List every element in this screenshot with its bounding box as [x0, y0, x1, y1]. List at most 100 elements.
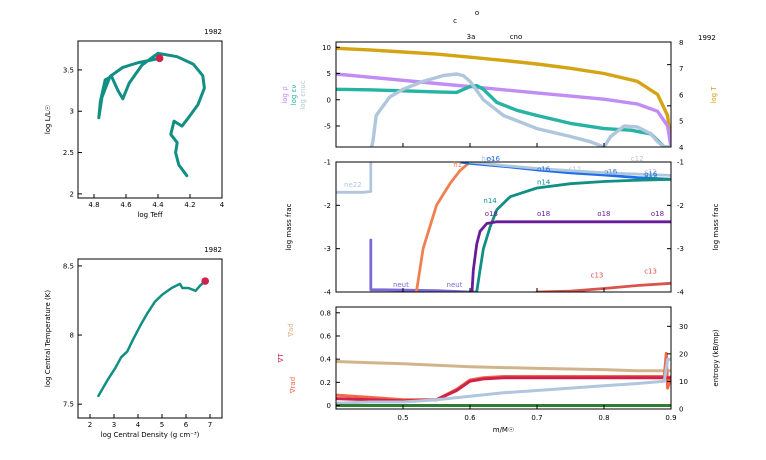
profile-bottom-lines: [336, 351, 671, 407]
profile-top-y2tick-label: 5: [679, 118, 683, 126]
profile-top-series-line: [336, 46, 671, 147]
isotope-label-o16: o16: [537, 166, 551, 174]
hr-ytick-label: 3: [70, 108, 74, 116]
rhot-ytick-label: 7.5: [63, 401, 74, 409]
hr-axes-frame: [77, 40, 223, 199]
hr-ylabel: log L/L☉: [44, 105, 52, 134]
rhot-xtick-label: 5: [160, 421, 164, 429]
profile-middle-ytick-label: -2: [324, 202, 331, 210]
profile-top-axes-frame: [335, 41, 672, 148]
profile-bottom-xtick-label: 0.5: [397, 414, 408, 422]
profile-top-ytick-label: 0: [327, 96, 331, 104]
hr-xtick-label: 4.4: [152, 201, 164, 209]
gradient-line: [336, 357, 671, 405]
abundance-line-n14: [475, 177, 671, 292]
profile-top-series-line: [336, 83, 671, 147]
profile-top-y2tick-label: 8: [679, 39, 683, 47]
rhot-ytick-label: 8.5: [63, 262, 74, 270]
profile-bottom-panel: 0.5 0.6 0.7 0.8 0.900.20.40.60.80102030m/M☉∇…: [277, 306, 720, 434]
isotope-label-neut: neut: [393, 281, 409, 289]
top-label-c: c: [453, 17, 457, 25]
hr-xtick-label: 4.6: [120, 201, 132, 209]
rhot-current-point: [201, 277, 209, 285]
profile-middle-ylabel: log mass frac: [285, 203, 293, 250]
profile-top-lines: [336, 46, 671, 147]
profile-top-ytick-label: 10: [322, 44, 331, 52]
abundance-line-h1: [414, 162, 472, 292]
profile-top-ylabel: log εnuc: [299, 80, 307, 110]
hr-corner-label: 1982: [204, 28, 222, 36]
profile-bottom-xtick-label: 0.8: [598, 414, 609, 422]
rhot-track-line: [97, 279, 207, 398]
rhot-axes-frame: [77, 258, 223, 419]
profile-bottom-xlabel: m/M☉: [493, 426, 515, 434]
profile-bottom-ylabel: ∇rad: [289, 377, 297, 394]
hr-ytick-label: 3.5: [63, 66, 74, 74]
rhot-xlabel: log Central Density (g cm⁻³): [101, 431, 200, 439]
isotope-label-o16: o16: [644, 171, 658, 179]
profile-bottom-ytick-label: 0.6: [320, 332, 332, 340]
rhot-xtick-label: 7: [208, 421, 212, 429]
hr-track-line: [97, 51, 206, 178]
profile-middle-ytick-label: -4: [324, 289, 332, 297]
profile-middle-y2tick-label: -1: [677, 159, 684, 167]
profile-top-y2tick-label: 7: [679, 65, 683, 73]
isotope-label-n14: n14: [537, 179, 551, 187]
isotope-label-he4: he4: [481, 155, 495, 163]
rhot-corner-label: 1982: [204, 246, 222, 254]
isotope-label-c12: c12: [568, 166, 581, 174]
hr-xlabel: log Teff: [137, 211, 162, 219]
profile-bottom-ylabel: ∇ad: [287, 323, 295, 337]
profile-middle-y2tick-label: -3: [677, 245, 684, 253]
rhot-xtick-label: 6: [184, 421, 189, 429]
profile-bottom-y2tick-label: 30: [679, 323, 688, 331]
profile-bottom-ytick-label: 0: [327, 402, 331, 410]
top-label-cno: cno: [510, 33, 523, 41]
profile-top-ylabel: log εν: [290, 85, 298, 106]
isotope-label-c12: c12: [604, 168, 617, 176]
profile-bottom-ytick-label: 0.8: [320, 309, 331, 317]
profile-top-series-line: [336, 72, 671, 147]
profile-middle-y2tick-label: -2: [677, 202, 684, 210]
rhot-xtick-label: 3: [112, 421, 116, 429]
abundance-line-c12: [468, 162, 671, 177]
isotope-label-c13: c13: [591, 271, 604, 279]
profile-bottom-xtick-label: 0.6: [464, 414, 476, 422]
hr-current-point: [155, 54, 164, 63]
rhot-xtick-label: 2: [88, 421, 92, 429]
abundance-line-neut: [369, 238, 479, 292]
hr-diagram-panel: 4.8 4.6 4.4 4.2 4 2 2.5 3 3.5 1982 log Teff log L/L…: [44, 28, 225, 219]
isotope-label-o18: o18: [485, 210, 498, 218]
profile-bottom-y2label: entropy (kB/mp): [712, 329, 720, 387]
profile-bottom-ytick-label: 0.4: [320, 356, 332, 364]
profile-top-y2label: log T: [710, 86, 718, 104]
profile-bottom-ylabel: ∇T: [277, 353, 285, 364]
isotope-label-o18: o18: [537, 210, 550, 218]
profile-middle-lines: [336, 162, 671, 292]
profile-bottom-y2tick-label: 20: [679, 350, 688, 358]
rhot-xtick-label: 4: [136, 421, 141, 429]
isotope-label-n14: n14: [483, 197, 497, 205]
hr-ytick-label: 2: [70, 190, 74, 198]
profile-top-ytick-label: -5: [324, 123, 331, 131]
profile-top-y2tick-label: 4: [679, 144, 684, 152]
isotope-label-o18: o18: [597, 210, 610, 218]
profile-middle-axes-frame: [335, 161, 672, 293]
abundance-line-o18: [470, 220, 671, 292]
top-label-3a: 3a: [467, 33, 476, 41]
isotope-label-c13: c13: [644, 267, 657, 275]
isotope-label-h1: h1: [453, 161, 462, 169]
profile-top-panel: -5 0 5 10 4 5 6 7 8 1992 c o 3a cno log ρ log εν log εnu…: [281, 9, 718, 152]
profile-top-series-line: [369, 72, 671, 147]
abundance-line-ne22: [336, 162, 373, 194]
isotope-label-o16: o16: [604, 168, 618, 176]
hr-xtick-label: 4.8: [88, 201, 99, 209]
isotope-label-c12: c12: [631, 155, 644, 163]
profile-middle-ytick-label: -3: [324, 245, 331, 253]
profile-middle-y2tick-label: -4: [677, 289, 685, 297]
profile-bottom-y2tick-label: 0: [679, 406, 683, 414]
profile-bottom-xtick-label: 0.9: [665, 414, 676, 422]
profile-bottom-y2tick-label: 10: [679, 378, 688, 386]
isotope-label-c12: c12: [644, 168, 657, 176]
